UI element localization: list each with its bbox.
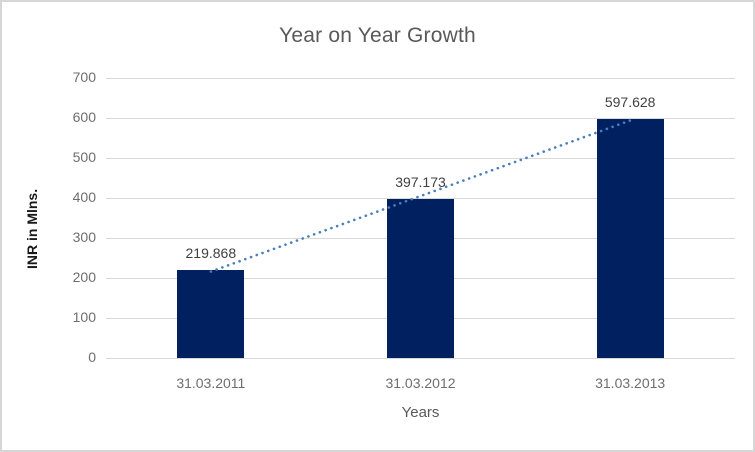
x-axis-title: Years [401, 404, 440, 421]
y-tick-label: 500 [72, 149, 96, 165]
gridline [106, 117, 735, 119]
chart-title: Year on Year Growth [279, 24, 476, 47]
y-tick-label: 400 [72, 189, 96, 205]
gridline [106, 77, 735, 79]
y-tick-label: 300 [72, 229, 96, 245]
gridline [106, 357, 735, 359]
bar-data-label: 597.628 [604, 93, 656, 110]
y-tick-label: 200 [72, 269, 96, 285]
bar-data-label: 219.868 [185, 245, 237, 262]
bar [387, 199, 454, 358]
y-tick-label: 700 [72, 69, 96, 85]
y-tick-label: 100 [72, 309, 96, 325]
bar [177, 270, 245, 358]
y-tick-label: 600 [72, 109, 96, 125]
x-tick-label: 31.03.2011 [176, 375, 246, 391]
x-tick-label: 31.03.2012 [385, 375, 456, 391]
x-tick-label: 31.03.2013 [595, 375, 666, 391]
bar-data-label: 397.173 [395, 174, 446, 191]
y-tick-label: 0 [88, 349, 96, 365]
bar [596, 118, 664, 358]
